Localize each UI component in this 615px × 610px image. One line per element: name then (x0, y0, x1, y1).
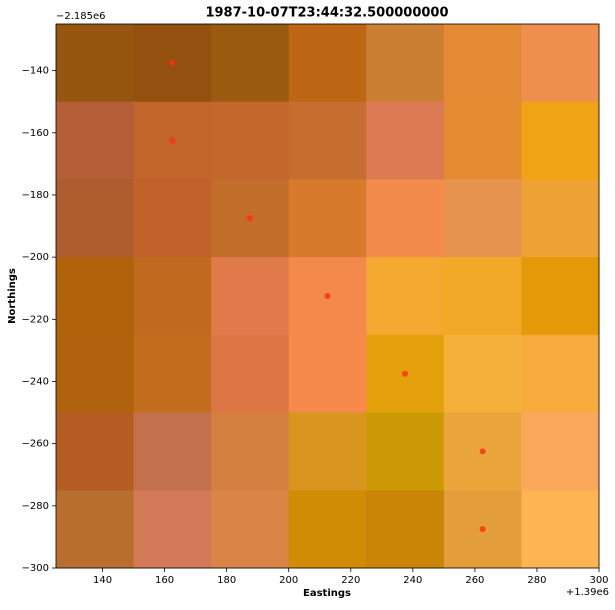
heatmap-cell (56, 101, 135, 180)
y-axis-label: Northings (7, 268, 18, 324)
heatmap-cell (56, 334, 135, 414)
scatter-point (402, 370, 409, 377)
scatter-point (324, 293, 331, 299)
heatmap-cell (288, 179, 367, 258)
y-tick-label: −300 (22, 563, 49, 574)
x-tick-label: 240 (403, 575, 422, 586)
scatter-point (479, 448, 486, 455)
heatmap-cell (366, 179, 445, 258)
heatmap-cell (133, 412, 212, 491)
heatmap-cell (443, 24, 522, 103)
heatmap-cell (443, 334, 522, 414)
heatmap-cell (521, 179, 600, 258)
heatmap-cell (56, 490, 135, 569)
heatmap-cell (366, 101, 445, 180)
scatter-point (246, 215, 253, 222)
plot-frame (55, 23, 600, 569)
heatmap-cell (366, 412, 445, 491)
x-tick-label: 260 (465, 575, 484, 586)
x-tick-label: 200 (279, 575, 298, 586)
x-tick-label: 300 (589, 575, 608, 586)
scatter-point (479, 526, 486, 533)
heatmap-cell (521, 24, 600, 103)
heatmap-cell (211, 490, 290, 569)
heatmap-cell (521, 257, 600, 336)
chart-title: 1987-10-07T23:44:32.500000000 (205, 6, 448, 21)
heatmap-cell (288, 412, 367, 491)
heatmap-cell (366, 490, 445, 569)
heatmap-cell (366, 24, 445, 103)
heatmap-cell (366, 257, 445, 336)
y-tick-label: −160 (22, 128, 49, 139)
y-offset-label: −2.185e6 (56, 11, 106, 22)
heatmap-cell (211, 101, 290, 180)
heatmap-cell (521, 490, 600, 569)
heatmap-cell (288, 334, 367, 414)
heatmap-cell (211, 412, 290, 491)
heatmap-cell (133, 490, 212, 569)
heatmap-cell (521, 334, 600, 414)
scatter-point (169, 137, 176, 144)
heatmap-cell (133, 334, 212, 414)
x-tick-label: 140 (93, 575, 112, 586)
x-tick-label: 280 (527, 575, 546, 586)
heatmap-cell (521, 412, 600, 491)
heatmap-cell (56, 257, 135, 336)
y-tick-label: −240 (22, 376, 49, 387)
y-tick-label: −140 (22, 66, 49, 77)
y-tick-label: −280 (22, 501, 49, 512)
y-tick-label: −180 (22, 190, 49, 201)
y-tick-label: −200 (22, 252, 49, 263)
heatmap-cell (288, 101, 367, 180)
x-tick-label: 160 (155, 575, 174, 586)
heatmap-cell (211, 257, 290, 336)
heatmap-cell (56, 179, 135, 258)
heatmap-cell (443, 257, 522, 336)
y-tick-label: −260 (22, 439, 49, 450)
heatmap-cell (443, 179, 522, 258)
heatmap-cell (211, 24, 290, 103)
x-offset-label: +1.39e6 (566, 587, 609, 598)
heatmap-cell (211, 334, 290, 414)
heatmap-cell (56, 24, 135, 103)
heatmap-cell (443, 101, 522, 180)
heatmap-cell (133, 179, 212, 258)
heatmap-cell (133, 257, 212, 336)
x-tick-label: 220 (341, 575, 360, 586)
scatter-point (169, 59, 176, 66)
heatmap-cell (288, 490, 367, 569)
heatmap-cell (288, 24, 367, 103)
x-axis-label: Eastings (303, 588, 351, 599)
y-tick-label: −220 (22, 314, 49, 325)
heatmap-cell (521, 101, 600, 180)
heatmap-cell (56, 412, 135, 491)
x-tick-label: 180 (217, 575, 236, 586)
